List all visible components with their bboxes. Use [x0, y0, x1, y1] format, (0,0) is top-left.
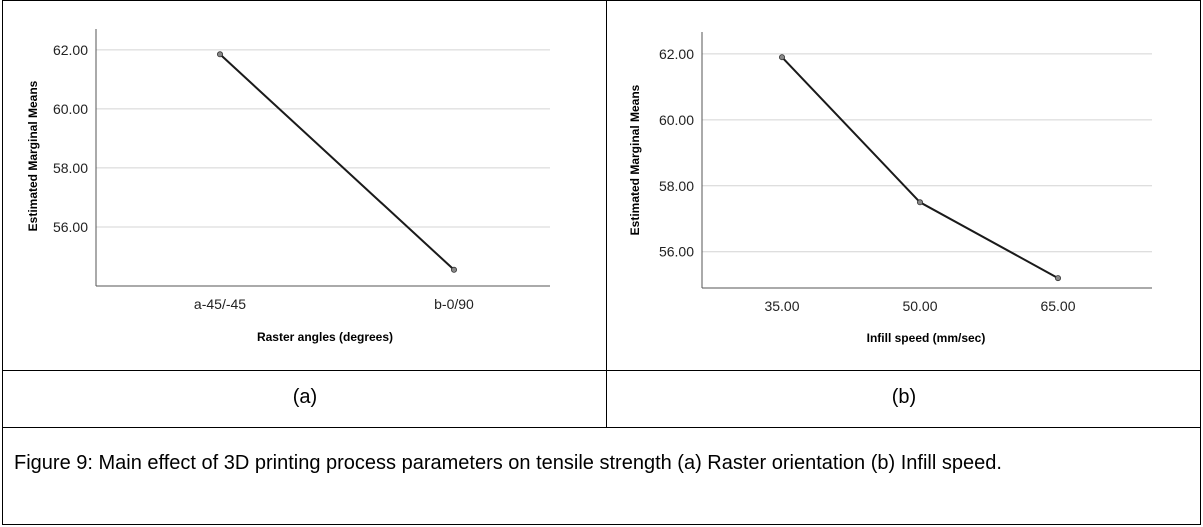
chart-b-svg: 56.00 58.00 60.00 62.00 35.00 50.00 65.00 Inf…	[628, 32, 1152, 345]
data-point	[450, 266, 457, 273]
chart-a-xticks: a-45/-45 b-0/90	[194, 296, 474, 312]
chart-a-axes	[95, 29, 550, 287]
chart-panel-a: 56.00 58.00 60.00 62.00 a-45/-45 b-0/90 Rast…	[10, 8, 600, 363]
series-line	[219, 53, 455, 271]
figure-caption: Figure 9: Main effect of 3D printing pro…	[14, 452, 1002, 474]
panel-divider	[606, 0, 607, 428]
chart-panel-b: 56.00 58.00 60.00 62.00 35.00 50.00 65.00 Inf…	[612, 8, 1202, 363]
panel-label-b: (b)	[891, 386, 917, 408]
y-tick-label: 58.00	[53, 160, 88, 176]
chart-a-xlabel: Raster angles (degrees)	[257, 330, 393, 344]
y-tick-label: 62.00	[659, 46, 694, 62]
chart-b-yticks: 56.00 58.00 60.00 62.00	[659, 46, 694, 260]
data-point	[916, 199, 923, 206]
chart-b-ylabel: Estimated Marginal Means	[628, 84, 642, 235]
y-tick-label: 58.00	[659, 178, 694, 194]
x-tick-label: a-45/-45	[194, 296, 246, 312]
x-tick-label: 35.00	[764, 298, 799, 314]
chart-a-grid	[96, 49, 550, 228]
chart-b-axes	[701, 32, 1152, 289]
chart-a-series	[216, 51, 457, 273]
panel-label-a: (a)	[292, 386, 318, 408]
chart-b-xlabel: Infill speed (mm/sec)	[867, 331, 986, 345]
row-divider-charts	[2, 370, 1201, 371]
chart-a-yticks: 56.00 58.00 60.00 62.00	[53, 42, 88, 235]
chart-b-grid	[702, 53, 1152, 253]
y-tick-label: 60.00	[659, 112, 694, 128]
data-point	[778, 54, 785, 61]
x-tick-label: 65.00	[1040, 298, 1075, 314]
x-tick-label: 50.00	[902, 298, 937, 314]
series-line	[781, 56, 1059, 279]
row-divider-labels	[2, 427, 1201, 428]
y-tick-label: 56.00	[53, 219, 88, 235]
data-point	[216, 51, 223, 58]
y-tick-label: 60.00	[53, 101, 88, 117]
chart-b-xticks: 35.00 50.00 65.00	[764, 298, 1075, 314]
chart-a-svg: 56.00 58.00 60.00 62.00 a-45/-45 b-0/90 Rast…	[26, 29, 550, 344]
chart-a-ylabel: Estimated Marginal Means	[26, 80, 40, 231]
y-tick-label: 62.00	[53, 42, 88, 58]
chart-b-series	[778, 54, 1061, 282]
x-tick-label: b-0/90	[434, 296, 474, 312]
y-tick-label: 56.00	[659, 244, 694, 260]
data-point	[1054, 275, 1061, 282]
